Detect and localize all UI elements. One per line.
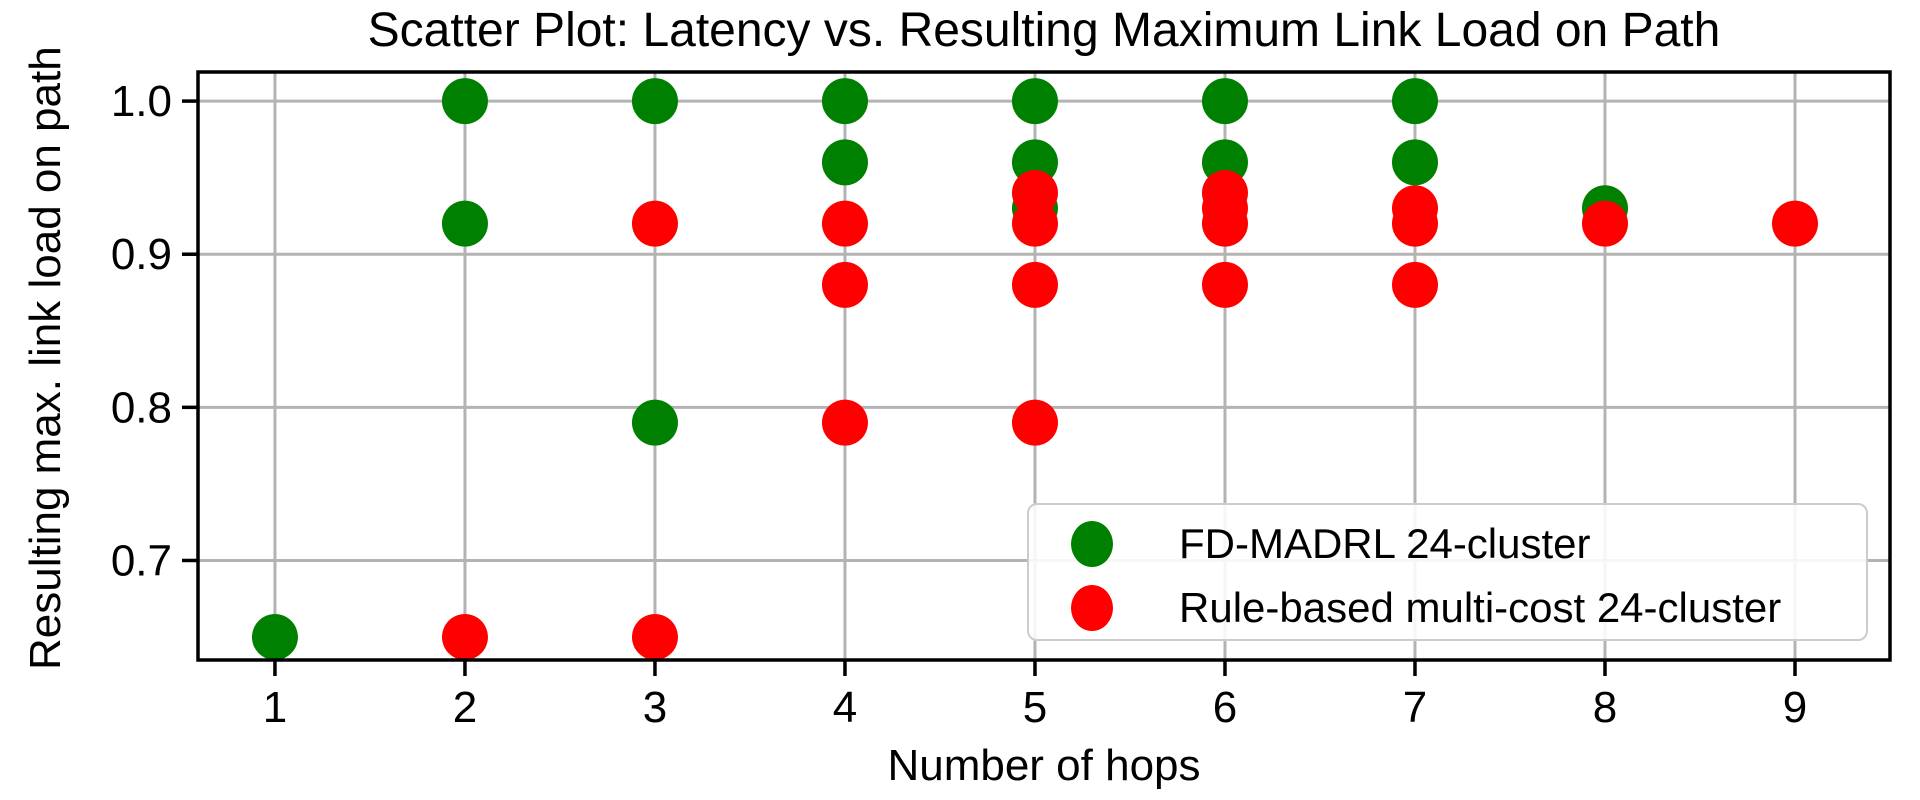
scatter-point-green bbox=[441, 78, 488, 125]
y-tick-label: 1.0 bbox=[111, 77, 172, 126]
scatter-point-red bbox=[1201, 200, 1248, 247]
scatter-point-red bbox=[1011, 399, 1058, 446]
scatter-point-red bbox=[1201, 261, 1248, 308]
scatter-point-green bbox=[1011, 78, 1058, 125]
scatter-point-red bbox=[631, 614, 678, 661]
scatter-point-green bbox=[821, 139, 868, 186]
scatter-point-red bbox=[1011, 200, 1058, 247]
scatter-point-green bbox=[1201, 78, 1248, 125]
x-tick-label: 4 bbox=[833, 683, 857, 732]
scatter-point-green bbox=[631, 399, 678, 446]
scatter-point-red bbox=[1391, 261, 1438, 308]
x-tick-label: 1 bbox=[263, 683, 287, 732]
scatter-point-red bbox=[1581, 200, 1628, 247]
scatter-point-green bbox=[441, 200, 488, 247]
scatter-point-green bbox=[821, 78, 868, 125]
scatter-point-red bbox=[631, 200, 678, 247]
plot-border bbox=[196, 70, 1892, 662]
scatter-point-green bbox=[631, 78, 678, 125]
red-dot-icon bbox=[1071, 585, 1113, 631]
x-tick-label: 9 bbox=[1783, 683, 1807, 732]
y-axis-label: Resulting max. link load on path bbox=[21, 46, 70, 670]
scatter-point-green bbox=[1391, 139, 1438, 186]
green-dot-icon bbox=[1071, 521, 1113, 567]
scatter-point-green bbox=[1391, 78, 1438, 125]
x-tick-label: 7 bbox=[1403, 683, 1427, 732]
x-tick-label: 2 bbox=[453, 683, 477, 732]
scatter-point-red bbox=[821, 200, 868, 247]
x-tick-label: 6 bbox=[1213, 683, 1237, 732]
x-tick-label: 5 bbox=[1023, 683, 1047, 732]
legend: FD-MADRL 24-cluster Rule-based multi-cos… bbox=[1027, 503, 1868, 641]
y-tick-label: 0.7 bbox=[111, 536, 172, 585]
scatter-point-red bbox=[441, 614, 488, 661]
scatter-point-red bbox=[1391, 200, 1438, 247]
legend-label: Rule-based multi-cost 24-cluster bbox=[1179, 584, 1782, 631]
scatter-point-red bbox=[1771, 200, 1818, 247]
chart-title: Scatter Plot: Latency vs. Resulting Maxi… bbox=[367, 4, 1721, 57]
x-tick-label: 8 bbox=[1593, 683, 1617, 732]
scatter-point-red bbox=[821, 261, 868, 308]
y-tick-label: 0.9 bbox=[111, 230, 172, 279]
x-axis-label: Number of hops bbox=[887, 741, 1201, 790]
legend-label: FD-MADRL 24-cluster bbox=[1179, 520, 1591, 567]
scatter-point-red bbox=[821, 399, 868, 446]
x-tick-label: 3 bbox=[643, 683, 667, 732]
scatter-point-green bbox=[251, 614, 298, 661]
scatter-point-red bbox=[1011, 261, 1058, 308]
y-tick-label: 0.8 bbox=[111, 383, 172, 432]
